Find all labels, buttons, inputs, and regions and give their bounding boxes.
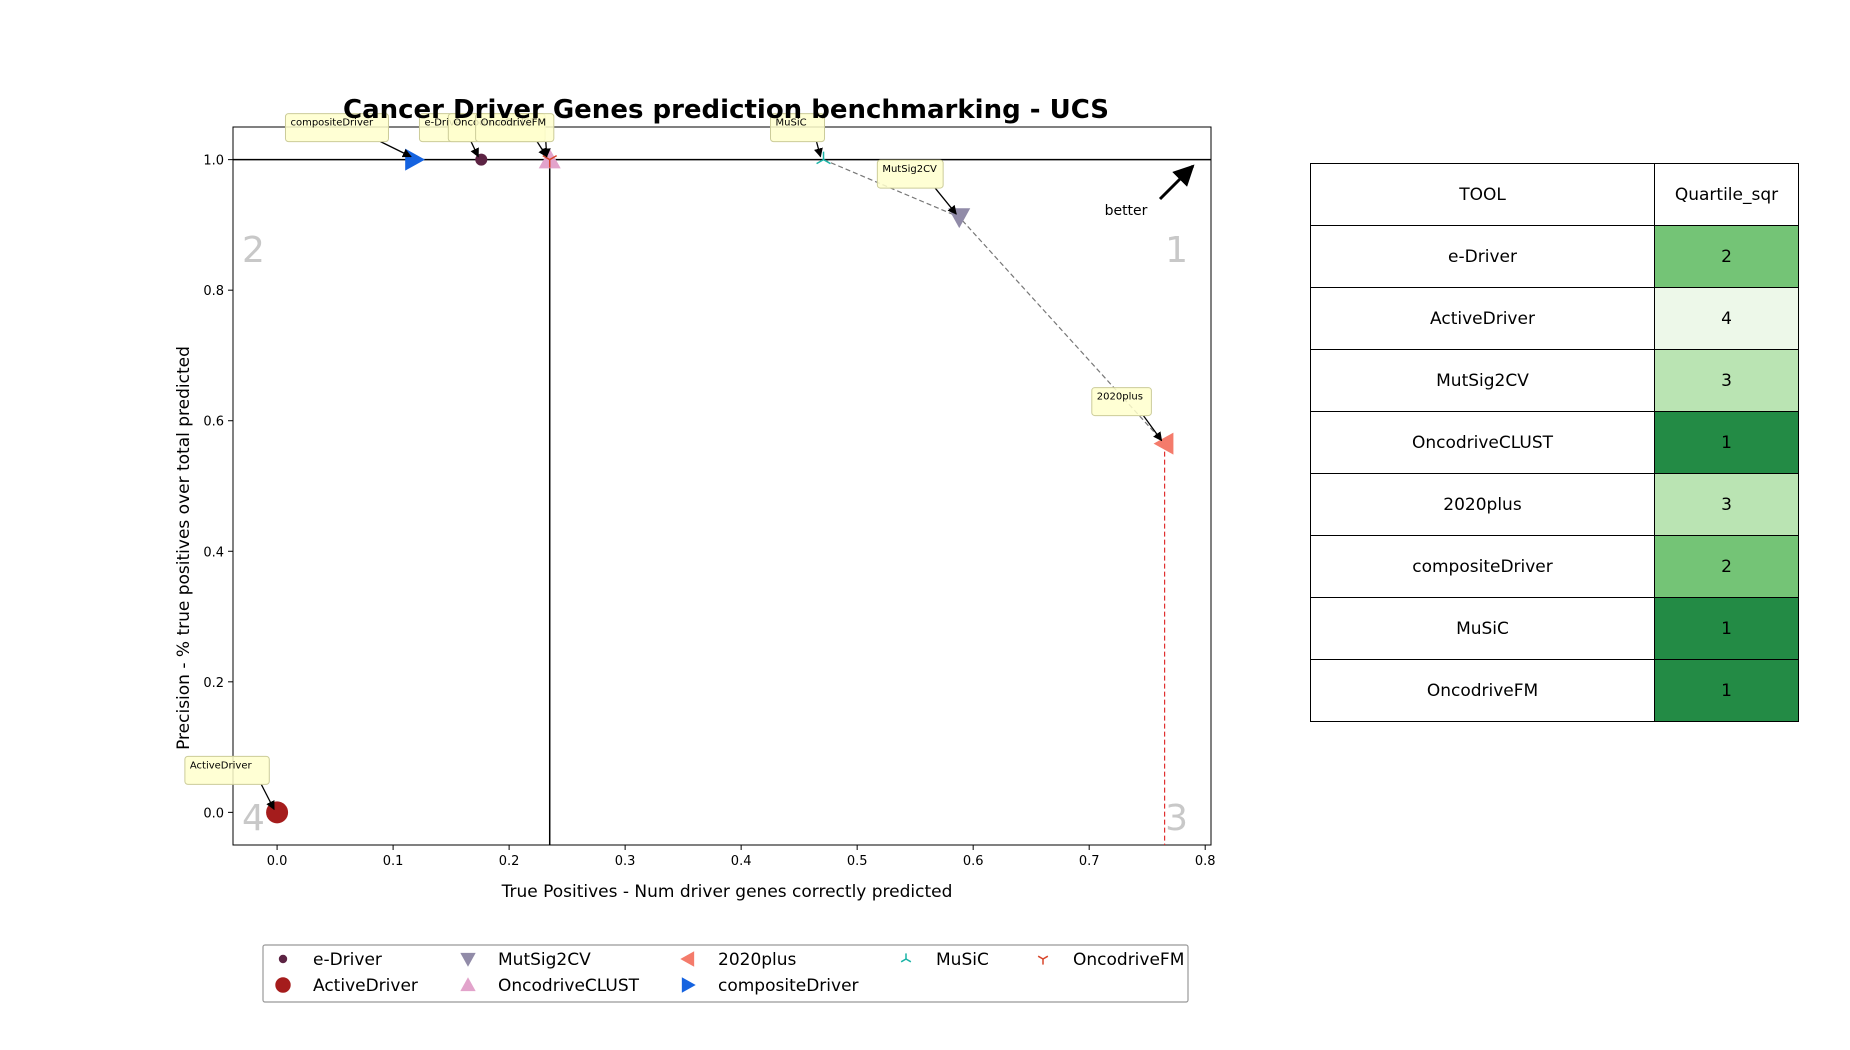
- table-row: MutSig2CV 3: [1310, 349, 1799, 412]
- legend-marker-mutsig2cv: [460, 952, 476, 967]
- tool-cell: compositeDriver: [1310, 535, 1655, 598]
- legend-label-oncodriveclust: OncodriveCLUST: [498, 976, 640, 996]
- quadrant-label-2: 2: [242, 230, 265, 271]
- tool-cell: OncodriveCLUST: [1310, 411, 1655, 474]
- y-tick-label: 0.8: [203, 284, 224, 299]
- legend-frame: [262, 944, 1189, 1003]
- x-tick-label: 0.0: [267, 854, 288, 869]
- callout-label-compositedriver: compositeDriver: [290, 118, 374, 129]
- y-tick-label: 0.2: [203, 676, 224, 691]
- quadrant-label-3: 3: [1165, 798, 1188, 839]
- legend-marker-e-driver: [278, 954, 288, 964]
- callout-label-activedriver: ActiveDriver: [190, 760, 253, 771]
- x-tick-label: 0.1: [383, 854, 404, 869]
- quartile-cell: 2: [1654, 535, 1799, 598]
- callout-box-oncodrivefm: [475, 113, 555, 143]
- quartile-cell: 2: [1654, 225, 1799, 288]
- x-tick-label: 0.8: [1195, 854, 1216, 869]
- tool-cell: MuSiC: [1310, 597, 1655, 660]
- quadrant-label-1: 1: [1165, 230, 1188, 271]
- x-tick-label: 0.5: [847, 854, 868, 869]
- legend-marker-oncodriveclust: [460, 977, 476, 992]
- callout-arrow-e-driver: [470, 141, 479, 158]
- data-point-activedriver: [266, 801, 289, 824]
- quartile-cell: 3: [1654, 473, 1799, 536]
- callout-box-activedriver: [184, 755, 270, 785]
- x-tick-label: 0.6: [963, 854, 984, 869]
- callout-box-music: [770, 113, 826, 143]
- chart-title: Cancer Driver Genes prediction benchmark…: [343, 95, 1109, 125]
- data-point-2020plus: [1153, 432, 1174, 455]
- callout-box-compositedriver: [284, 113, 389, 143]
- y-tick-label: 1.0: [203, 154, 224, 169]
- x-tick-label: 0.4: [731, 854, 752, 869]
- tool-cell: OncodriveFM: [1310, 659, 1655, 722]
- table-row: compositeDriver 2: [1310, 535, 1799, 598]
- quartile-cell: 1: [1654, 597, 1799, 660]
- data-point-music: [816, 151, 831, 165]
- table-header-quartile: Quartile_sqr: [1654, 163, 1799, 226]
- legend-marker-activedriver: [275, 977, 291, 993]
- callout-arrow-oncodriveclust: [536, 141, 548, 158]
- legend-label-2020plus: 2020plus: [718, 950, 797, 970]
- x-tick-label: 0.3: [615, 854, 636, 869]
- y-axis-title: Precision - % true positives over total …: [174, 346, 194, 750]
- y-tick-label: 0.0: [203, 806, 224, 821]
- legend-label-e-driver: e-Driver: [313, 950, 382, 970]
- tool-cell: 2020plus: [1310, 473, 1655, 536]
- callout-label-2020plus: 2020plus: [1097, 392, 1143, 403]
- table-header-row: TOOL Quartile_sqr: [1310, 163, 1799, 226]
- y-tick-label: 0.6: [203, 415, 224, 430]
- x-tick-label: 0.7: [1079, 854, 1100, 869]
- quartile-cell: 4: [1654, 287, 1799, 350]
- x-axis-title: True Positives - Num driver genes correc…: [501, 882, 953, 902]
- callout-arrow-oncodrivefm: [541, 141, 551, 158]
- callout-arrow-music: [814, 141, 823, 158]
- data-point-oncodriveclust: [538, 148, 561, 169]
- legend: e-Driver ActiveDriver MutSig2CV OncodriveCL…: [262, 944, 1189, 1003]
- better-label: better: [1105, 203, 1148, 219]
- plot-frame: [232, 126, 1212, 846]
- table-row: OncodriveCLUST 1: [1310, 411, 1799, 474]
- table-row: e-Driver 2: [1310, 225, 1799, 288]
- callout-label-music: MuSiC: [776, 118, 807, 129]
- table-header-tool: TOOL: [1310, 163, 1655, 226]
- better-arrow: [1158, 164, 1195, 201]
- tool-cell: ActiveDriver: [1310, 287, 1655, 350]
- legend-label-oncodrivefm: OncodriveFM: [1073, 950, 1184, 970]
- callout-label-mutsig2cv: MutSig2CV: [882, 164, 937, 175]
- legend-marker-2020plus: [680, 951, 695, 967]
- legend-label-compositedriver: compositeDriver: [718, 976, 859, 996]
- callout-arrow-activedriver: [260, 784, 275, 811]
- callout-box-2020plus: [1091, 387, 1152, 417]
- legend-label-mutsig2cv: MutSig2CV: [498, 950, 591, 970]
- callout-box-mutsig2cv: [876, 159, 944, 189]
- legend-marker-music: [900, 953, 912, 963]
- callout-arrow-mutsig2cv: [934, 187, 957, 215]
- callout-label-oncodrivefm: OncodriveFM: [481, 118, 547, 129]
- table-row: OncodriveFM 1: [1310, 659, 1799, 722]
- callout-label-e-driver: e-Driver: [424, 118, 465, 129]
- legend-marker-oncodrivefm: [1037, 955, 1049, 965]
- legend-marker-compositedriver: [681, 977, 696, 993]
- legend-label-music: MuSiC: [936, 950, 989, 970]
- quartile-cell: 3: [1654, 349, 1799, 412]
- y-tick-label: 0.4: [203, 545, 224, 560]
- quadrant-label-4: 4: [242, 798, 265, 839]
- quartile-ranking-table: TOOL Quartile_sqr e-Driver 2 ActiveDriver 4…: [1310, 163, 1799, 722]
- legend-label-activedriver: ActiveDriver: [313, 976, 418, 996]
- quartile-cell: 1: [1654, 659, 1799, 722]
- tool-cell: MutSig2CV: [1310, 349, 1655, 412]
- callout-arrow-2020plus: [1142, 415, 1163, 442]
- quartile-cell: 1: [1654, 411, 1799, 474]
- data-point-mutsig2cv: [948, 208, 971, 229]
- table-row: ActiveDriver 4: [1310, 287, 1799, 350]
- x-tick-label: 0.2: [499, 854, 520, 869]
- data-point-compositedriver: [405, 148, 425, 171]
- callout-arrow-compositedriver: [380, 141, 412, 158]
- table-row: MuSiC 1: [1310, 597, 1799, 660]
- table-row: 2020plus 3: [1310, 473, 1799, 536]
- tool-cell: e-Driver: [1310, 225, 1655, 288]
